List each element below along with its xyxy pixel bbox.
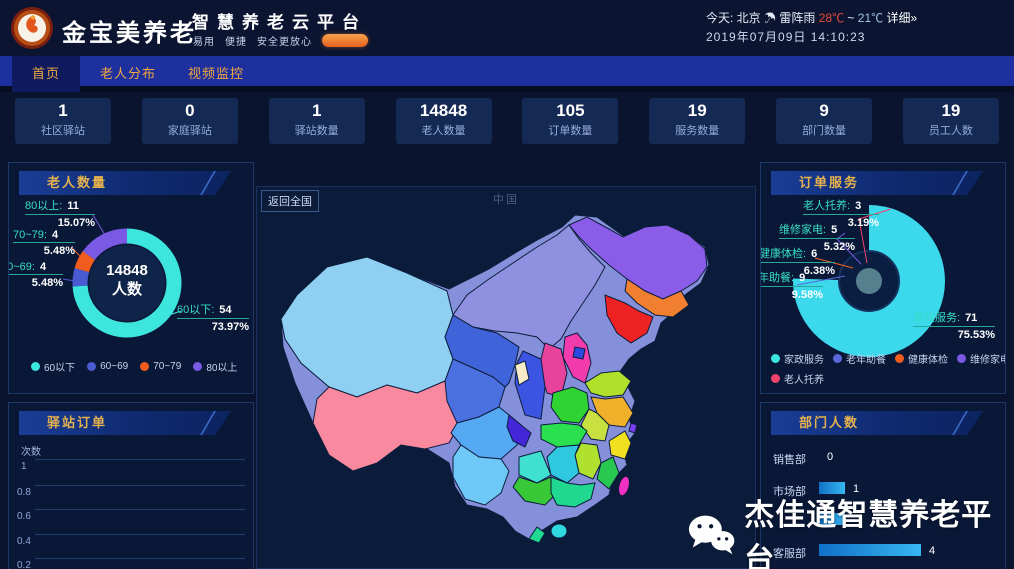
stat-value: 1 (311, 101, 322, 120)
umbrella-weather-icon: ☂ (764, 11, 780, 25)
elderly-legend: 60以下 60~69 70~79 80以上 (31, 359, 237, 374)
stat-value: 0 (185, 101, 195, 120)
header-badge (322, 34, 368, 47)
total-count-unit: 人数 (111, 281, 142, 298)
panel-title: 老人数量 (19, 171, 231, 195)
kpi-strip: 1 社区驿站 0 家庭驿站 1 驿站数量 14848 老人数量 105 订单数量 19 服务… (0, 98, 1014, 148)
stat-label: 社区驿站 (41, 125, 85, 137)
weather-condition: 雷阵雨 (779, 11, 816, 25)
legend-dot (87, 362, 97, 371)
brand-name: 金宝美养老 (62, 20, 197, 47)
stat-value: 19 (687, 101, 707, 120)
elderly-donut-chart[interactable] (9, 163, 254, 394)
legend-dot (957, 354, 966, 363)
stat-tile: 14848 老人数量 (395, 98, 492, 144)
callout-60-69: 60~69:4 5.48% (9, 261, 63, 289)
order-services-pie-chart[interactable] (761, 163, 1006, 394)
donut-center-total: 14848 人数 (85, 261, 169, 299)
bar[interactable] (819, 544, 921, 556)
tab-video-monitor[interactable]: 视频监控 (188, 66, 245, 81)
stat-label: 员工人数 (928, 125, 973, 137)
subtitle-item: 便捷 (225, 37, 247, 48)
panel-title: 驿站订单 (19, 411, 231, 435)
callout-elder-care: 老人托养: 3 3.19% (803, 197, 879, 229)
stat-label: 家庭驿站 (167, 125, 212, 137)
panel-departments: 部门人数 销售部 0 市场部 1 客服部 4 (760, 402, 1006, 569)
callout-70-79: 70~79: 4 5.48% (13, 229, 75, 257)
bar[interactable] (819, 482, 845, 494)
panel-elderly-count: 老人数量 14848 人数 80以上: 11 15.07% 70~79: 4 5.4… (8, 162, 254, 394)
stat-value: 14848 (419, 101, 468, 120)
stat-tile: 0 家庭驿站 (141, 98, 238, 144)
order-services-legend-row1: 家政服务 老年助餐 健康体检 维修家电 (771, 351, 1005, 366)
main-nav: 首页 老人分布 视频监控 (0, 56, 1014, 92)
panel-station-orders: 驿站订单 次数 1 0.8 0.6 0.4 0.2 (8, 402, 254, 569)
callout-housekeeping: 家政服务: 71 75.53% (913, 309, 995, 341)
legend-dot (771, 374, 780, 383)
weather-bar: 今天: 北京 ☂ 雷阵雨 28℃ ~ 21℃ 详细» (706, 9, 917, 26)
stat-tile: 19 员工人数 (902, 98, 999, 144)
weather-prefix: 今天: 北京 (706, 11, 761, 25)
stat-label: 订单数量 (548, 125, 593, 137)
current-datetime: 2019年07月09日 14:10:23 (706, 30, 866, 44)
order-services-legend-row2: 老人托养 (771, 371, 824, 386)
weather-detail-link[interactable]: 详细» (886, 11, 918, 25)
legend-dot (895, 354, 904, 363)
china-map-panel: 返回全国 中国 (256, 186, 756, 569)
stat-tile: 9 部门数量 (776, 98, 873, 144)
back-to-nation-button[interactable]: 返回全国 (261, 190, 319, 212)
panel-title: 部门人数 (771, 411, 983, 435)
stat-value: 1 (58, 101, 68, 120)
tab-elderly-distribution[interactable]: 老人分布 (100, 66, 157, 81)
callout-under60: 60以下: 54 73.97% (177, 301, 249, 333)
china-map[interactable] (257, 187, 756, 569)
panel-order-services: 订单服务 老人托养: 3 3.19% 维修家电: 5 5.32% 健康体检: 6 6.… (760, 162, 1006, 394)
temp-separator: ~ (847, 11, 855, 25)
legend-dot (193, 362, 203, 371)
panel-title: 订单服务 (771, 171, 983, 195)
callout-80plus: 80以上: 11 15.07% (25, 197, 95, 229)
wechat-watermark: 杰佳通智慧养老平台 (686, 490, 1014, 569)
stat-value: 105 (556, 101, 585, 120)
stat-tile: 1 驿站数量 (268, 98, 365, 144)
stat-tile: 105 订单数量 (522, 98, 619, 144)
stat-label: 服务数量 (675, 125, 720, 137)
y-axis-label: 次数 (21, 447, 41, 458)
china-map-shapes (280, 214, 710, 544)
total-count: 14848 (106, 262, 148, 279)
legend-dot (771, 354, 780, 363)
callout-health-check: 健康体检: 6 6.38% (761, 245, 835, 277)
tab-home[interactable]: 首页 (12, 56, 81, 92)
legend-dot (31, 362, 40, 371)
stat-label: 老人数量 (421, 125, 466, 137)
legend-dot (140, 362, 150, 371)
callout-senior-meals: 老年助餐:9 9.58% (761, 269, 823, 301)
subtitle-item: 安全更放心 (257, 37, 312, 48)
app-header: 金宝美养老 智慧养老云平台 易用 便捷 安全更放心 今天: 北京 ☂ 雷阵雨 2… (0, 0, 1014, 56)
legend-dot (833, 354, 842, 363)
stat-value: 9 (819, 101, 829, 120)
stat-value: 19 (941, 101, 961, 120)
temp-high: 28℃ (818, 11, 845, 25)
stat-tile: 1 社区驿站 (15, 98, 111, 144)
map-region-label: 中国 (493, 194, 519, 206)
stat-label: 驿站数量 (294, 125, 339, 137)
watermark-text: 杰佳通智慧养老平台 (744, 499, 993, 569)
subtitle-item: 易用 (193, 37, 215, 48)
stat-tile: 19 服务数量 (649, 98, 746, 144)
callout-appliance-repair: 维修家电: 5 5.32% (779, 221, 855, 253)
bar[interactable] (819, 513, 845, 525)
temp-low: 21℃ (857, 11, 884, 25)
wechat-icon (688, 515, 735, 555)
platform-subtitle: 易用 便捷 安全更放心 (193, 33, 368, 48)
stat-label: 部门数量 (802, 125, 847, 137)
platform-title: 智慧养老云平台 (192, 13, 367, 32)
brand-logo-icon (11, 7, 53, 49)
